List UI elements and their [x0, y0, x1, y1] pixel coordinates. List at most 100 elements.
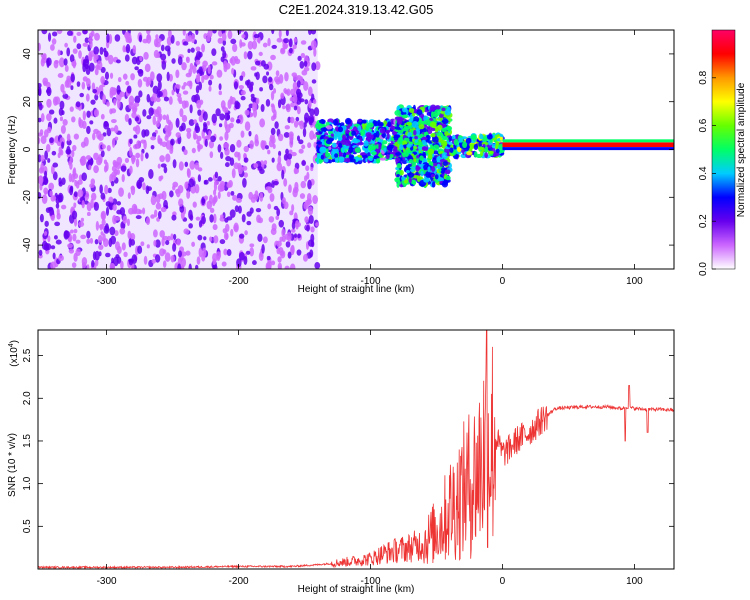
heatmap-cell: [396, 163, 402, 169]
heatmap-cell: [121, 242, 126, 251]
heatmap-cell: [268, 83, 274, 91]
heatmap-cell: [100, 76, 106, 85]
heatmap-cell: [418, 124, 425, 130]
heatmap-cell: [192, 64, 197, 74]
heatmap-cell: [334, 153, 339, 158]
heatmap-cell: [244, 109, 250, 116]
heatmap-cell: [97, 133, 104, 141]
heatmap-cell: [106, 101, 110, 107]
heatmap-cell: [293, 37, 297, 43]
heatmap-cell: [397, 181, 401, 185]
heatmap-cell: [226, 216, 233, 221]
heatmap-cell: [177, 263, 182, 269]
heatmap-cell: [201, 216, 206, 225]
heatmap-cell: [234, 205, 239, 213]
heatmap-cell: [219, 113, 225, 121]
heatmap-cell: [100, 150, 105, 158]
heatmap-cell: [93, 201, 100, 211]
heatmap-cell: [126, 85, 132, 94]
heatmap-cell: [155, 34, 159, 40]
heatmap-cell: [269, 193, 275, 202]
heatmap-cell: [365, 125, 370, 132]
heatmap-cell: [210, 135, 216, 143]
snr-y-label: SNR (10 * v/v): [7, 433, 18, 497]
heatmap-cell: [139, 55, 143, 62]
heatmap-cell: [164, 124, 169, 132]
heatmap-cell: [56, 30, 63, 35]
heatmap-cell: [212, 224, 218, 231]
heatmap-cell: [307, 86, 313, 97]
heatmap-cell: [217, 191, 221, 199]
heatmap-cell: [219, 239, 226, 245]
heatmap-cell: [92, 89, 98, 94]
heatmap-cell: [172, 185, 176, 191]
heatmap-cell: [52, 171, 58, 181]
heatmap-cell: [124, 54, 130, 62]
heatmap-cell: [431, 136, 439, 143]
heatmap-cell: [286, 231, 292, 242]
heatmap-cell: [94, 239, 99, 245]
heatmap-cell: [296, 88, 302, 97]
heatmap-cell: [197, 109, 202, 116]
heatmap-cell: [175, 132, 181, 138]
heatmap-cell: [338, 156, 345, 163]
heatmap-cell: [231, 67, 235, 75]
heatmap-cell: [150, 195, 157, 206]
heatmap-cell: [125, 43, 131, 54]
heatmap-cell: [123, 251, 128, 258]
x-tick-label: 0: [500, 576, 506, 587]
heatmap-cell: [283, 38, 289, 44]
heatmap-cell: [308, 30, 312, 36]
spectrogram-y-label: Frequency (Hz): [7, 116, 18, 185]
heatmap-cell: [38, 42, 41, 52]
heatmap-cell: [290, 245, 295, 256]
heatmap-cell: [213, 181, 218, 192]
heatmap-cell: [125, 80, 130, 86]
heatmap-cell: [157, 91, 163, 98]
heatmap-cell: [64, 42, 68, 48]
heatmap-cell: [441, 118, 449, 124]
heatmap-cell: [259, 118, 266, 128]
heatmap-cell: [234, 151, 240, 158]
heatmap-cell: [122, 45, 126, 53]
heatmap-cell: [77, 189, 84, 198]
heatmap-cell: [400, 111, 407, 116]
heatmap-cell: [444, 169, 451, 175]
heatmap-cell: [386, 144, 393, 151]
heatmap-cell: [296, 249, 302, 256]
colorbar-tick-label: 0.2: [698, 214, 709, 228]
heatmap-cell: [442, 122, 447, 128]
heatmap-cell: [334, 156, 339, 163]
heatmap-cell: [211, 61, 218, 66]
heatmap-cell: [160, 44, 165, 52]
heatmap-cell: [309, 249, 314, 258]
heatmap-cell: [259, 87, 263, 92]
x-tick-label: -100: [361, 576, 381, 587]
heatmap-cell: [146, 186, 152, 191]
heatmap-cell: [397, 129, 404, 134]
spectrogram-marks: [38, 30, 674, 269]
heatmap-cell: [418, 141, 423, 148]
heatmap-cell: [127, 230, 132, 240]
heatmap-cell: [338, 142, 343, 148]
heatmap-cell: [178, 250, 182, 258]
heatmap-cell: [94, 68, 99, 76]
spectrogram-x-ticks: -300 -200 -100 0 100: [97, 30, 643, 287]
heatmap-cell: [430, 174, 435, 178]
heatmap-cell: [114, 230, 119, 237]
heatmap-cell: [153, 239, 157, 247]
heatmap-cell: [157, 138, 163, 145]
heatmap-cell: [50, 245, 56, 250]
heatmap-cell: [172, 243, 177, 252]
heatmap-cell: [267, 149, 271, 155]
heatmap-cell: [73, 217, 78, 227]
heatmap-cell: [181, 85, 186, 90]
heatmap-cell: [203, 123, 208, 131]
heatmap-cell: [105, 206, 110, 216]
heatmap-cell: [53, 117, 58, 124]
heatmap-cell: [211, 113, 218, 124]
heatmap-cell: [190, 47, 195, 53]
heatmap-cell: [146, 93, 151, 103]
heatmap-cell: [288, 47, 293, 54]
heatmap-cell: [124, 157, 130, 164]
